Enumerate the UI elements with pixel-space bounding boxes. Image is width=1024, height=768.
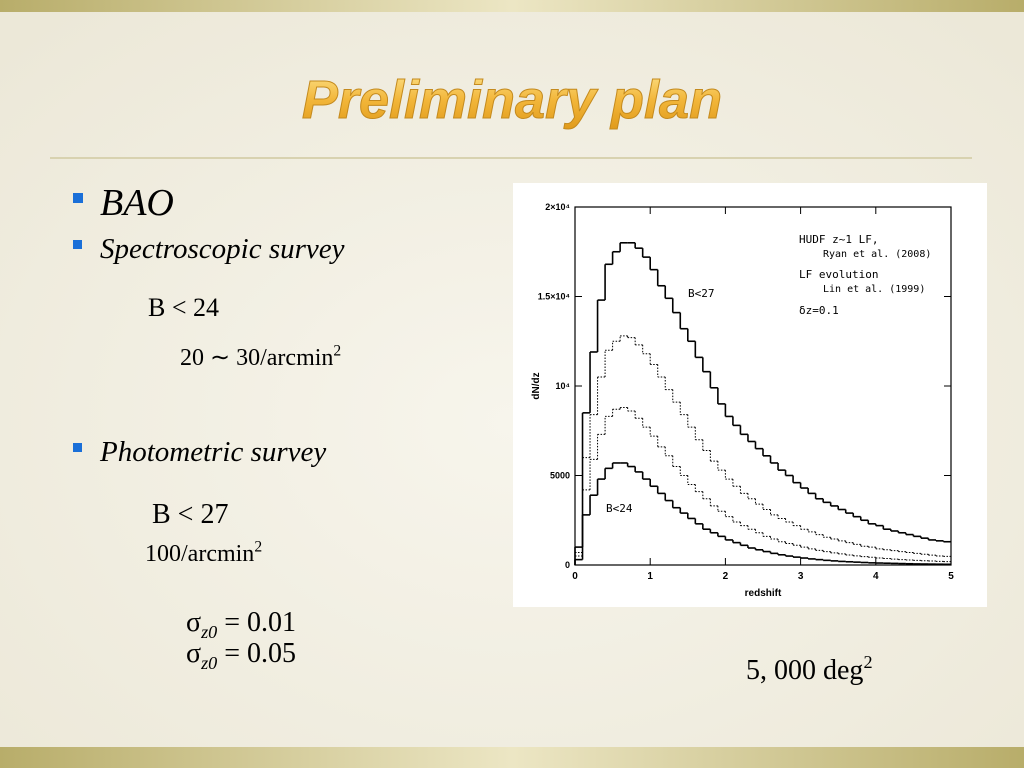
- equation-part: σ: [186, 607, 201, 638]
- x-tick-label: 0: [572, 571, 578, 582]
- y-tick-label: 0: [565, 560, 570, 570]
- equation-subscript: z0: [200, 653, 217, 673]
- equation: 20 ∼ 30/arcmin2: [180, 342, 341, 371]
- equation-part: 5, 000 deg: [746, 655, 863, 686]
- x-tick-label: 2: [723, 571, 729, 582]
- annotation: LF evolution: [799, 268, 878, 281]
- equation-part: 20 ∼ 30/arcmin: [180, 345, 333, 371]
- y-tick-label: 2×10⁴: [545, 202, 570, 212]
- y-tick-label: 1.5×10⁴: [538, 292, 570, 302]
- equation-part: B < 24: [148, 293, 219, 322]
- x-tick-label: 4: [873, 571, 879, 582]
- equation-part: = 0.01: [217, 607, 296, 638]
- equation: 100/arcmin2: [145, 538, 262, 567]
- y-axis-label: dN/dz: [531, 372, 542, 399]
- annotation: B<27: [688, 287, 715, 300]
- annotation: Ryan et al. (2008): [823, 249, 931, 260]
- equation-superscript: 2: [254, 538, 262, 555]
- slide-title: Preliminary plan: [302, 70, 722, 130]
- equation-part: = 0.05: [217, 638, 296, 669]
- annotation: HUDF z~1 LF,: [799, 233, 878, 246]
- x-axis-label: redshift: [745, 588, 782, 599]
- chart-panel: [513, 183, 987, 607]
- bullet-marker: [73, 193, 83, 203]
- annotation: B<24: [606, 502, 633, 515]
- equation: σz0 = 0.01: [186, 607, 296, 642]
- annotation: δz=0.1: [799, 304, 839, 317]
- x-tick-label: 5: [948, 571, 954, 582]
- chart: 0 1 2 3 4 5 0 5000 10⁴ 1.5×10⁴ 2×10⁴ redshift dN/dz H…: [531, 202, 954, 599]
- equation: 5, 000 deg2: [746, 652, 873, 686]
- equation: B < 27: [152, 499, 228, 530]
- equation: B < 24: [148, 293, 219, 322]
- x-tick-label: 1: [647, 571, 653, 582]
- x-tick-label: 3: [798, 571, 804, 582]
- equation-superscript: 2: [333, 342, 341, 359]
- bullet-text: BAO: [100, 182, 174, 224]
- y-tick-label: 10⁴: [556, 381, 570, 391]
- bullet-text: Spectroscopic survey: [100, 233, 345, 265]
- bullet-marker: [73, 240, 82, 249]
- equation-part: σ: [186, 638, 201, 669]
- annotation: Lin et al. (1999): [823, 284, 925, 295]
- equation-part: B < 27: [152, 499, 228, 530]
- bullet-marker: [73, 443, 82, 452]
- equation-part: 100/arcmin: [145, 541, 254, 567]
- equation-subscript: z0: [200, 622, 217, 642]
- y-tick-label: 5000: [550, 471, 570, 481]
- equation: σz0 = 0.05: [186, 638, 296, 673]
- equation-superscript: 2: [863, 652, 872, 672]
- bottom-band: [0, 747, 1024, 768]
- top-band: [0, 0, 1024, 12]
- bullet-text: Photometric survey: [99, 436, 326, 468]
